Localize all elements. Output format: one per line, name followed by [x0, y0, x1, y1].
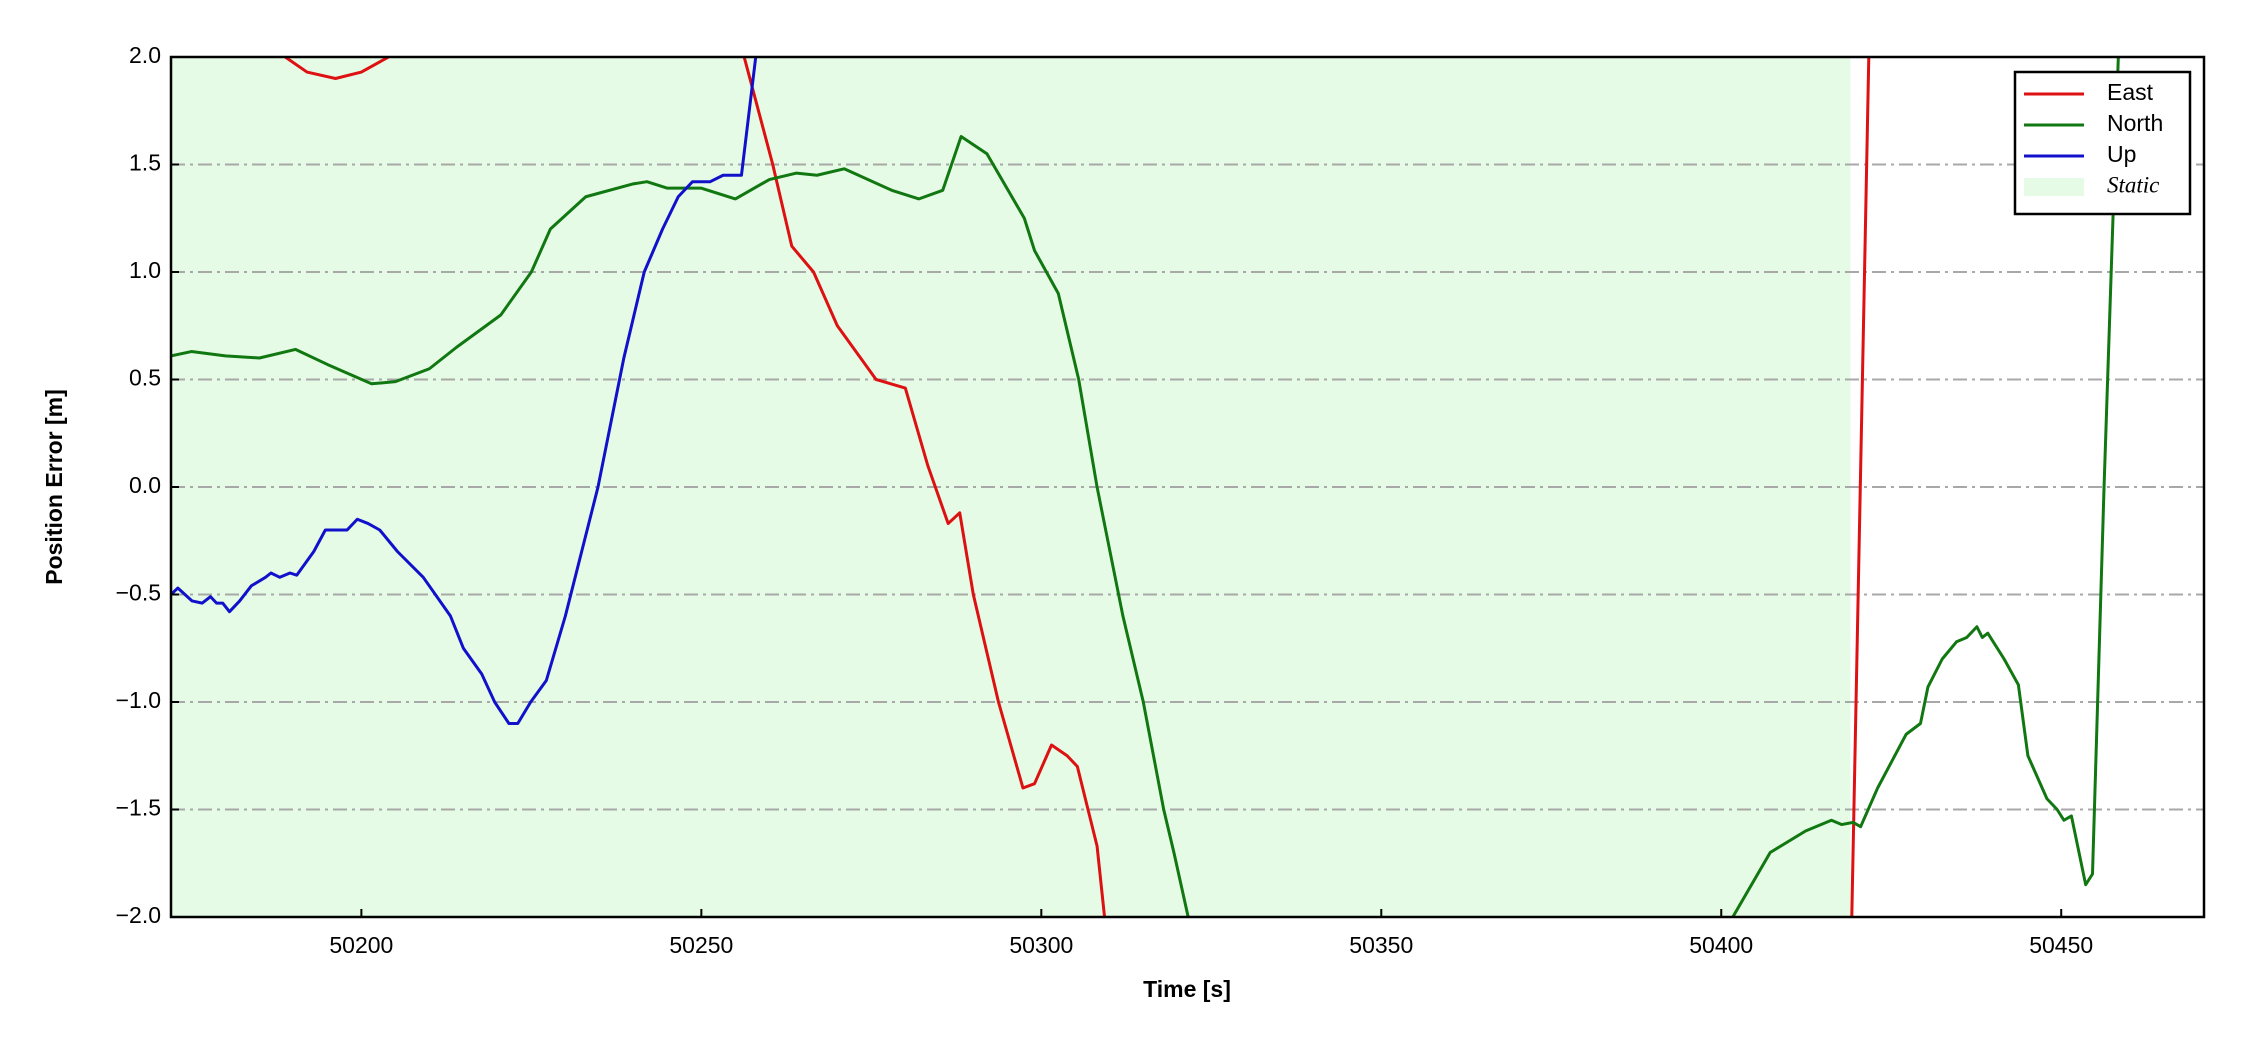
series-line: [171, 57, 2120, 917]
y-tick-label: 1.5: [129, 150, 161, 176]
y-tick-label: 1.0: [129, 257, 161, 283]
y-tick-label: −1.0: [116, 687, 161, 713]
x-axis-label: Time [s]: [1143, 976, 1231, 1002]
y-tick-label: 2.0: [129, 42, 161, 68]
legend-label: Up: [2107, 141, 2136, 167]
legend-label: East: [2107, 79, 2154, 105]
series-line: [284, 57, 1871, 917]
y-tick-label: −0.5: [116, 580, 161, 606]
y-tick-label: 0.0: [129, 472, 161, 498]
legend-label: Static: [2107, 172, 2159, 197]
y-axis-label: Position Error [m]: [41, 389, 67, 585]
x-tick-label: 50300: [1009, 932, 1073, 958]
series-line: [171, 57, 758, 725]
legend-swatch: [2024, 178, 2084, 196]
x-tick-label: 50350: [1349, 932, 1413, 958]
legend-label: North: [2107, 110, 2163, 136]
x-tick-label: 50450: [2029, 932, 2093, 958]
y-tick-label: −2.0: [116, 902, 161, 928]
x-tick-label: 50250: [669, 932, 733, 958]
x-tick-label: 50400: [1689, 932, 1753, 958]
y-tick-label: 0.5: [129, 365, 161, 391]
x-tick-label: 50200: [329, 932, 393, 958]
y-tick-label: −1.5: [116, 795, 161, 821]
